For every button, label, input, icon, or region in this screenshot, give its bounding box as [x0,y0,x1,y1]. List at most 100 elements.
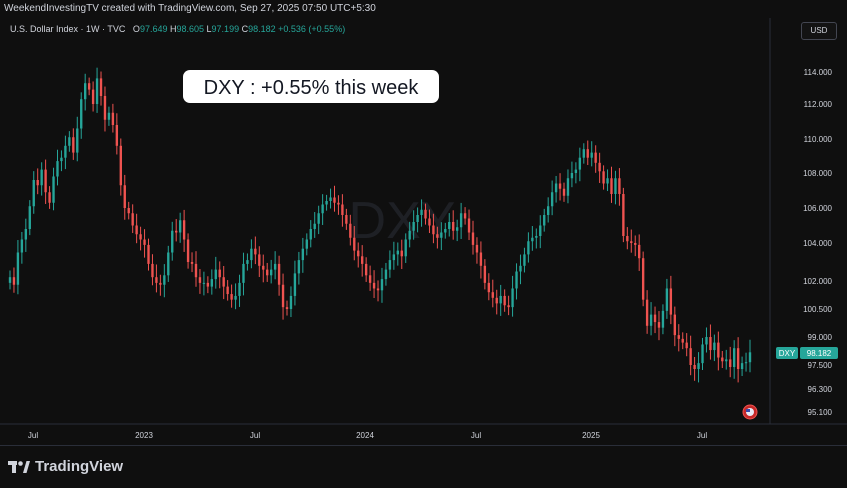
candle-body [262,265,265,270]
us-flag-event-marker[interactable] [742,404,758,420]
candle-body [748,352,752,363]
candle-body [329,197,332,201]
candle-body [305,239,308,249]
candle-body [412,222,415,231]
candle-body [131,213,134,226]
candle-body [554,183,558,193]
candle-body [590,152,593,158]
candle-body [396,250,399,255]
candle-body [80,99,83,129]
price-tick-label: 106.000 [803,204,832,213]
candle-body [317,213,320,224]
currency-button[interactable]: USD [801,22,837,40]
candle-body [392,254,396,261]
candle-body [91,89,95,104]
time-tick-label: Jul [471,431,481,440]
candle-body [68,137,71,146]
candle-body [515,271,518,289]
candle-body [246,260,249,264]
candle-body [28,206,31,229]
candle-body [226,286,229,295]
candle-body [258,254,261,266]
candle-body [546,206,550,215]
annotation-box [183,70,439,103]
candle-body [610,178,613,194]
candle-body [452,222,455,231]
chart-area[interactable]: DXY 114.000 112.000 110.000 108.000 106.000 1… [0,18,847,445]
candle-body [653,314,657,323]
tradingview-logo[interactable]: TradingView [8,458,123,475]
candle-body [721,357,724,362]
candle-body [349,223,352,238]
header-credit: WeekendInvestingTV created with TradingV… [0,0,847,18]
candle-body [238,282,241,296]
candle-body [103,96,107,120]
annotation-text: DXY : +0.55% this week [204,77,420,99]
price-tag-symbol-bg [776,347,798,359]
candle-body [313,223,316,229]
candle-body [440,232,443,238]
candle-body [178,220,182,233]
candle-body [357,250,360,257]
time-tick-label: 2024 [356,431,374,440]
candle-body [48,192,51,203]
candle-body [404,239,407,257]
candle-body [210,279,214,287]
price-tick-label: 99.000 [808,333,833,342]
candle-body [115,125,119,146]
credit-text: WeekendInvestingTV created with TradingV… [4,3,376,14]
candle-body [40,169,43,186]
candle-body [732,348,736,367]
candle-body [436,234,439,238]
candle-body [463,213,467,219]
candle-body [622,194,625,236]
candlestick-chart[interactable]: DXY 114.000112.000110.000108.000106.0001… [0,18,847,445]
time-tick-label: 2025 [582,431,600,440]
candle-body [657,322,661,328]
annotation-callout[interactable]: DXY : +0.55% this week [183,70,439,103]
time-tick-label: Jul [697,431,707,440]
price-tag-symbol: DXY [779,349,796,358]
candle-body [198,277,202,283]
candle-body [626,236,629,242]
candle-body [12,277,16,285]
candle-body [376,288,380,291]
candle-body [487,282,491,293]
candle-body [665,288,669,311]
low-label: L [206,24,212,34]
candle-body [341,204,344,215]
time-axis: Jul 2023 Jul 2024 Jul 2025 Jul [28,431,707,440]
candle-body [689,348,692,365]
candle-body [230,294,233,300]
candle-body [614,178,617,194]
candle-body [598,162,601,172]
candle-body [384,269,388,280]
high-label: H [169,24,177,34]
candle-body [72,137,75,153]
candle-body [266,269,269,276]
candle-body [52,176,55,203]
candle-body [669,288,673,315]
candle-body [293,273,297,296]
price-tag-value-bg [800,347,838,359]
candle-body [570,173,574,179]
candle-body [76,128,79,153]
candle-body [495,297,498,304]
price-tick-label: 102.000 [803,277,832,286]
candle-body [186,239,190,262]
symbol-legend[interactable]: U.S. Dollar Index · 1W · TVC O97.649 H98… [10,24,345,34]
candle-body [634,243,637,245]
candle-body [64,145,67,158]
candle-body [649,314,653,326]
candle-body [111,112,115,125]
candle-body [151,263,154,278]
high-value: 98.605 [176,24,205,34]
close-label: C [241,24,249,34]
price-axis: 114.000 112.000 110.000 108.000 106.000 104.0… [803,68,832,417]
candle-body [661,310,665,328]
candle-body [372,282,376,289]
candle-body [135,225,138,235]
candle-body [543,215,546,226]
candle-body [95,78,99,104]
candle-body [539,225,542,236]
